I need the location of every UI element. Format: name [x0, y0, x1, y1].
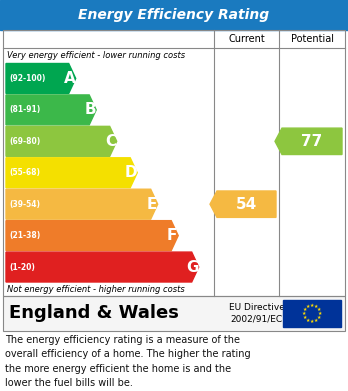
Text: D: D	[125, 165, 137, 180]
Polygon shape	[6, 63, 76, 93]
Text: The energy efficiency rating is a measure of the
overall efficiency of a home. T: The energy efficiency rating is a measur…	[5, 335, 251, 388]
Text: EU Directive
2002/91/EC: EU Directive 2002/91/EC	[229, 303, 284, 324]
Polygon shape	[275, 128, 342, 154]
Text: ★: ★	[314, 304, 318, 309]
Text: C: C	[105, 134, 116, 149]
Polygon shape	[6, 221, 178, 251]
Text: (39-54): (39-54)	[9, 200, 40, 209]
Text: ★: ★	[302, 311, 306, 316]
Bar	[0, 0, 348, 30]
Text: B: B	[84, 102, 96, 117]
Text: F: F	[167, 228, 177, 243]
Text: ★: ★	[303, 315, 307, 320]
Polygon shape	[6, 95, 96, 125]
Text: (81-91): (81-91)	[9, 106, 40, 115]
Text: ★: ★	[310, 319, 314, 324]
Bar	[283, 300, 341, 327]
Text: 54: 54	[235, 197, 256, 212]
Text: ★: ★	[314, 318, 318, 323]
Text: Very energy efficient - lower running costs: Very energy efficient - lower running co…	[7, 50, 185, 59]
Text: A: A	[64, 71, 76, 86]
Text: Current: Current	[228, 34, 265, 44]
Text: 77: 77	[301, 134, 322, 149]
Text: E: E	[147, 197, 157, 212]
Text: (69-80): (69-80)	[9, 137, 40, 146]
Text: ★: ★	[306, 304, 310, 309]
Polygon shape	[6, 158, 137, 188]
Bar	[3, 30, 345, 296]
Text: ★: ★	[310, 303, 314, 308]
Polygon shape	[6, 189, 158, 219]
Polygon shape	[210, 191, 276, 217]
Text: (55-68): (55-68)	[9, 168, 40, 177]
Text: ★: ★	[318, 311, 322, 316]
Text: Energy Efficiency Rating: Energy Efficiency Rating	[78, 8, 270, 22]
Text: (21-38): (21-38)	[9, 231, 40, 240]
Text: ★: ★	[317, 315, 321, 320]
Text: Not energy efficient - higher running costs: Not energy efficient - higher running co…	[7, 285, 185, 294]
Text: England & Wales: England & Wales	[9, 305, 179, 323]
Text: G: G	[187, 260, 199, 274]
Polygon shape	[6, 252, 199, 282]
Text: (92-100): (92-100)	[9, 74, 45, 83]
Text: ★: ★	[317, 307, 321, 312]
Text: Potential: Potential	[291, 34, 333, 44]
Text: ★: ★	[306, 318, 310, 323]
Text: (1-20): (1-20)	[9, 262, 35, 271]
Text: ★: ★	[303, 307, 307, 312]
Polygon shape	[6, 126, 117, 156]
Bar	[3, 296, 345, 331]
